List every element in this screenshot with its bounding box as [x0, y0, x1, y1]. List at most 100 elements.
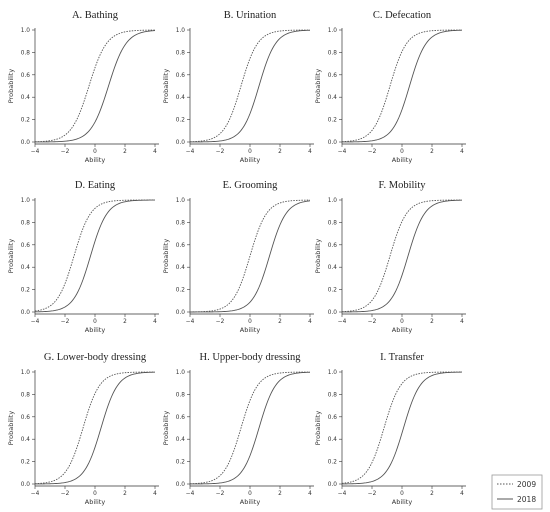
y-tick-label: 0.6	[176, 415, 186, 421]
y-tick-label: 0.6	[176, 73, 186, 79]
y-tick-label: 0.4	[176, 265, 186, 271]
y-tick-label: 0.8	[176, 220, 186, 226]
x-tick-label: 0	[248, 319, 252, 325]
y-tick-label: 0.0	[21, 482, 31, 488]
y-tick-label: 0.2	[21, 118, 31, 124]
y-axis-label: Probability	[7, 69, 15, 104]
x-tick-label: −4	[338, 149, 347, 155]
series-line-2009	[34, 199, 155, 312]
y-axis-label: Probability	[162, 411, 170, 446]
y-tick-label: 0.8	[21, 220, 31, 226]
series-line-2009	[341, 199, 462, 313]
chart-title: B. Urination	[224, 10, 277, 21]
y-tick-label: 0.2	[328, 460, 338, 466]
y-tick-label: 0.0	[328, 482, 338, 488]
y-axis-label: Probability	[314, 411, 322, 446]
y-tick-label: 0.2	[328, 288, 338, 294]
x-tick-label: 2	[278, 491, 282, 497]
x-tick-label: −2	[61, 491, 70, 497]
x-tick-label: 4	[153, 319, 157, 325]
legend-label-2009: 2009	[517, 480, 536, 489]
chart-title: G. Lower-body dressing	[44, 352, 147, 363]
y-tick-label: 0.4	[21, 265, 31, 271]
chart-title: D. Eating	[75, 180, 116, 191]
chart-panel: A. Bathing −4 −2 0 2 4 0.0 0.2 0.4 0.6 0.8 1.0 Abili…	[7, 10, 159, 164]
series-line-2009	[341, 371, 462, 484]
y-tick-label: 0.6	[328, 415, 338, 421]
x-tick-label: 4	[308, 319, 312, 325]
y-axis-label: Probability	[314, 69, 322, 104]
y-tick-label: 0.2	[21, 460, 31, 466]
y-tick-label: 1.0	[176, 370, 186, 376]
chart-title: C. Defecation	[373, 10, 432, 21]
y-tick-label: 0.4	[21, 95, 31, 101]
x-tick-label: 4	[308, 491, 312, 497]
x-tick-label: 2	[430, 491, 434, 497]
chart-panel: H. Upper-body dressing −4 −2 0 2 4 0.0 0.2 0.4 0.…	[162, 352, 314, 506]
y-tick-label: 0.2	[176, 118, 186, 124]
y-tick-label: 0.2	[21, 288, 31, 294]
y-tick-label: 1.0	[21, 370, 31, 376]
y-tick-label: 1.0	[176, 28, 186, 34]
y-tick-label: 0.8	[176, 392, 186, 398]
series-line-2018	[341, 29, 463, 143]
x-axis-label: Ability	[240, 156, 261, 164]
x-axis-label: Ability	[392, 498, 413, 506]
x-tick-label: 4	[153, 149, 157, 155]
legend: 2009 2018	[491, 474, 543, 510]
x-tick-label: −2	[216, 149, 225, 155]
x-tick-label: 0	[93, 491, 97, 497]
x-axis-label: Ability	[392, 156, 413, 164]
x-tick-label: 2	[123, 319, 127, 325]
y-tick-label: 0.2	[176, 288, 186, 294]
series-line-2018	[341, 371, 463, 485]
x-tick-label: −4	[338, 491, 347, 497]
chart-panels: A. Bathing −4 −2 0 2 4 0.0 0.2 0.4 0.6 0.8 1.0 Abili…	[7, 10, 466, 506]
series-line-2009	[189, 371, 310, 485]
y-axis-label: Probability	[7, 239, 15, 274]
series-line-2018	[341, 199, 463, 313]
y-tick-label: 0.4	[176, 437, 186, 443]
x-axis-label: Ability	[240, 498, 261, 506]
x-tick-label: 2	[430, 149, 434, 155]
x-tick-label: 2	[123, 491, 127, 497]
x-tick-label: 0	[248, 491, 252, 497]
x-tick-label: −2	[216, 491, 225, 497]
chart-title: E. Grooming	[223, 180, 279, 191]
x-tick-label: −4	[186, 491, 195, 497]
y-tick-label: 1.0	[328, 28, 338, 34]
x-tick-label: −4	[186, 319, 195, 325]
y-tick-label: 1.0	[21, 28, 31, 34]
series-line-2018	[190, 29, 311, 143]
x-tick-label: −4	[31, 149, 40, 155]
y-tick-label: 0.0	[21, 140, 31, 146]
x-axis-label: Ability	[85, 326, 106, 334]
y-tick-label: 0.4	[328, 265, 338, 271]
y-tick-label: 1.0	[21, 198, 31, 204]
y-tick-label: 0.6	[21, 415, 31, 421]
series-line-2018	[190, 200, 311, 313]
y-tick-label: 0.4	[328, 95, 338, 101]
x-tick-label: 2	[278, 319, 282, 325]
chart-panel: E. Grooming −4 −2 0 2 4 0.0 0.2 0.4 0.6 0.8 1.0 Abil…	[162, 180, 314, 334]
series-line-2018	[34, 199, 156, 313]
y-tick-label: 0.0	[21, 310, 31, 316]
x-tick-label: 0	[93, 149, 97, 155]
chart-title: H. Upper-body dressing	[200, 352, 302, 363]
x-tick-label: −2	[368, 491, 377, 497]
y-tick-label: 0.4	[21, 437, 31, 443]
legend-label-2018: 2018	[517, 495, 536, 504]
x-tick-label: −4	[186, 149, 195, 155]
x-tick-label: 4	[153, 491, 157, 497]
x-tick-label: 4	[460, 149, 464, 155]
series-line-2009	[34, 29, 156, 143]
series-line-2018	[35, 30, 156, 143]
x-tick-label: 2	[123, 149, 127, 155]
y-tick-label: 0.6	[176, 243, 186, 249]
y-tick-label: 0.0	[176, 482, 186, 488]
y-tick-label: 0.8	[328, 220, 338, 226]
series-line-2009	[341, 29, 462, 143]
x-axis-label: Ability	[85, 156, 106, 164]
y-tick-label: 0.6	[21, 73, 31, 79]
